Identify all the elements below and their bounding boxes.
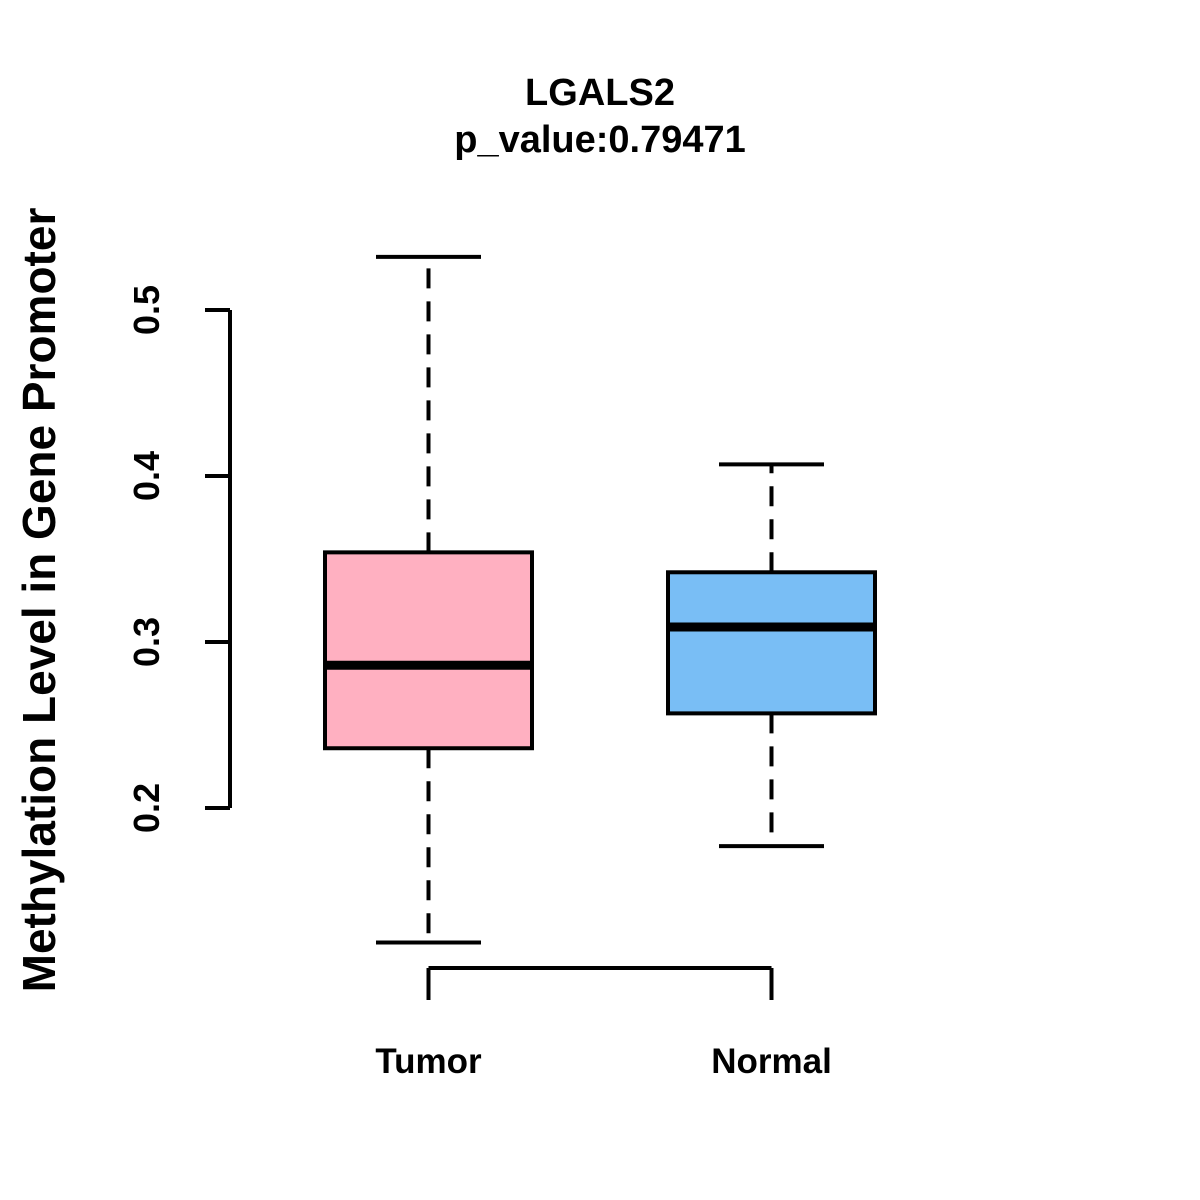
plot-dynamic-layer: 0.2 0.3 0.4 0.5 Tumor Normal — [126, 254, 877, 1081]
iqr-box — [323, 550, 534, 751]
boxplot-tumor — [323, 254, 534, 945]
y-tick-label: 0.5 — [126, 285, 167, 335]
y-axis-label: Methylation Level in Gene Promoter — [13, 208, 65, 993]
y-tick-label: 0.3 — [126, 617, 167, 667]
chart-subtitle: p_value:0.79471 — [454, 119, 746, 161]
x-category-label: Tumor — [375, 1042, 482, 1081]
y-tick-label: 0.2 — [126, 783, 167, 833]
chart-title: LGALS2 — [525, 72, 675, 114]
x-category-label: Normal — [711, 1042, 832, 1081]
boxplot-normal — [666, 462, 877, 849]
y-tick-label: 0.4 — [126, 451, 167, 501]
iqr-box — [666, 570, 877, 716]
